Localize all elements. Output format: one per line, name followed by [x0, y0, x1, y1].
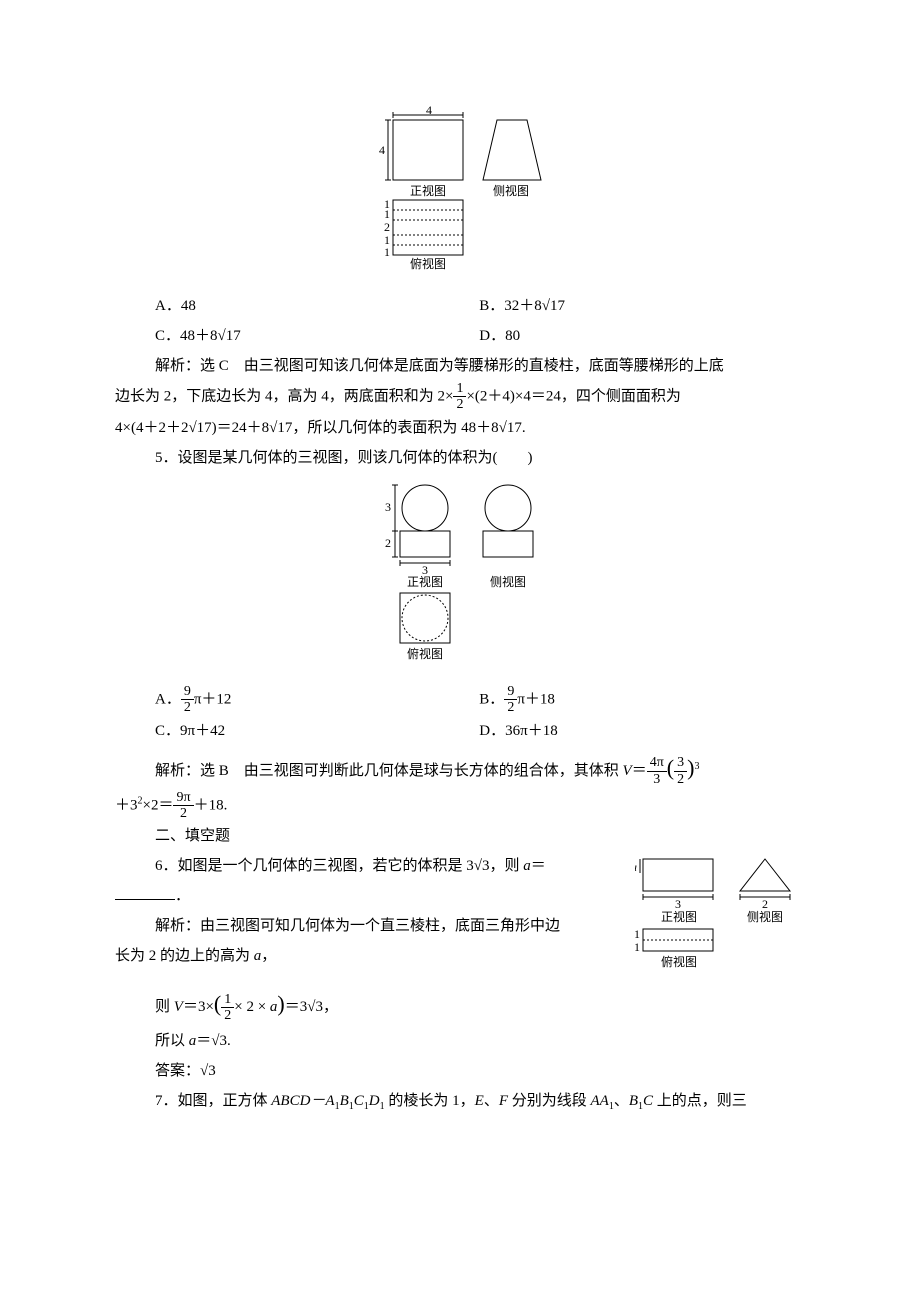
q4-opt-d: D．80 — [439, 321, 763, 351]
q7-stem: 7．如图，正方体 ABCD－A1B1C1D1 的棱长为 1，E、F 分别为线段 … — [115, 1086, 805, 1117]
q4-side-caption: 侧视图 — [493, 183, 529, 198]
q6-stem: 6．如图是一个几何体的三视图，若它的体积是 3√3，则 a＝ — [115, 851, 627, 881]
q4-front-h: 4 — [379, 143, 385, 157]
svg-text:1: 1 — [384, 207, 390, 221]
q5-opt-c: C．9π＋42 — [115, 716, 439, 746]
svg-text:2: 2 — [762, 897, 768, 911]
svg-text:2: 2 — [385, 536, 391, 550]
q5-figure: 3 2 3 正视图 侧视图 俯视图 — [115, 478, 805, 674]
q6-front-caption: 正视图 — [661, 909, 697, 924]
q5-explain-2: ＋32×2＝9π2＋18. — [115, 790, 805, 822]
q6-then: 则 V＝3×(12× 2 × a)＝3√3， — [115, 982, 805, 1026]
q5-explain-1: 解析：选 B 由三视图可判断此几何体是球与长方体的组合体，其体积 V＝4π3(3… — [115, 746, 805, 790]
q5-top-caption: 俯视图 — [407, 646, 443, 661]
q6-side-caption: 侧视图 — [747, 909, 783, 924]
q4-opt-b: B．32＋8√17 — [439, 291, 763, 321]
svg-text:1: 1 — [384, 245, 390, 259]
q4-explain-3: 4×(4＋2＋2√17)＝24＋8√17，所以几何体的表面积为 48＋8√17. — [115, 413, 805, 443]
svg-text:3: 3 — [675, 897, 681, 911]
q6-answer: 答案：√3 — [115, 1056, 805, 1086]
q5-side-caption: 侧视图 — [490, 574, 526, 589]
q4-front-w: 4 — [426, 103, 432, 117]
q5-stem: 5．设图是某几何体的三视图，则该几何体的体积为( ) — [115, 443, 805, 473]
svg-text:3: 3 — [385, 500, 391, 514]
section-2-heading: 二、填空题 — [115, 821, 805, 851]
svg-text:a: a — [635, 860, 637, 874]
q4-front-caption: 正视图 — [410, 183, 446, 198]
q6-blank: ． — [115, 881, 627, 911]
q6-figure: a 3 正视图 2 侧视图 1 1 — [635, 851, 805, 982]
q5-opt-a: A．92π＋12 — [115, 684, 439, 716]
q6-explain-1b: 长为 2 的边上的高为 a， — [115, 941, 627, 971]
q6-so: 所以 a＝√3. — [115, 1026, 805, 1056]
svg-text:1: 1 — [635, 927, 640, 941]
q4-svg: 4 4 正视图 侧视图 1 1 2 1 1 俯视图 — [373, 100, 548, 270]
q4-explain-2: 边长为 2，下底边长为 4，高为 4，两底面积和为 2×12×(2＋4)×4＝2… — [115, 381, 805, 413]
q4-top-caption: 俯视图 — [410, 256, 446, 270]
q5-front-caption: 正视图 — [407, 574, 443, 589]
q5-opt-d: D．36π＋18 — [439, 716, 763, 746]
q6-top-caption: 俯视图 — [661, 954, 697, 969]
q4-opt-c: C．48＋8√17 — [115, 321, 439, 351]
svg-text:1: 1 — [635, 940, 640, 954]
q4-figure: 4 4 正视图 侧视图 1 1 2 1 1 俯视图 — [115, 100, 805, 281]
q4-opt-a: A．48 — [115, 291, 439, 321]
q5-svg: 3 2 3 正视图 侧视图 俯视图 — [365, 478, 555, 663]
q6-explain-1: 解析：由三视图可知几何体为一个直三棱柱，底面三角形中边 — [115, 911, 627, 941]
svg-text:2: 2 — [384, 220, 390, 234]
q4-explain-1: 解析：选 C 由三视图可知该几何体是底面为等腰梯形的直棱柱，底面等腰梯形的上底 — [115, 351, 805, 381]
q5-opt-b: B．92π＋18 — [439, 684, 763, 716]
